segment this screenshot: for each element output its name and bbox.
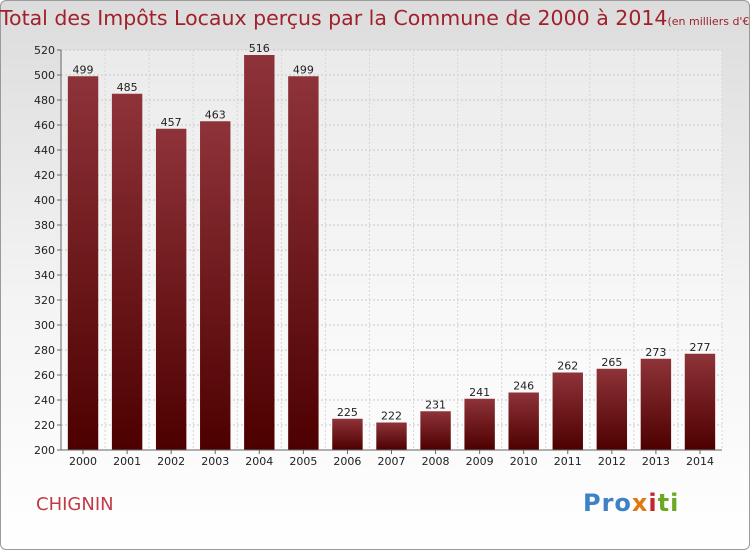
x-tick-label: 2005 xyxy=(289,455,317,468)
y-tick-label: 200 xyxy=(34,444,55,457)
data-label: 246 xyxy=(513,380,534,393)
y-tick-label: 320 xyxy=(34,294,55,307)
data-label: 499 xyxy=(293,63,314,76)
bar xyxy=(684,353,716,450)
bars xyxy=(67,55,716,450)
x-tick-label: 2014 xyxy=(686,455,714,468)
bar xyxy=(244,55,275,450)
chart-title: Total des Impôts Locaux perçus par la Co… xyxy=(0,6,750,30)
data-label: 222 xyxy=(381,410,402,423)
y-tick-label: 380 xyxy=(34,219,55,232)
x-tick-label: 2013 xyxy=(642,455,670,468)
bar xyxy=(640,358,672,450)
data-label: 457 xyxy=(161,116,182,129)
x-tick-label: 2012 xyxy=(598,455,626,468)
y-tick-label: 360 xyxy=(34,244,55,257)
bar xyxy=(155,128,187,450)
chart-title-main: Total des Impôts Locaux perçus par la Co… xyxy=(0,6,668,30)
x-tick-label: 2001 xyxy=(113,455,141,468)
y-tick-label: 400 xyxy=(34,194,55,207)
bar xyxy=(552,372,583,450)
proxiti-logo: Proxiti xyxy=(583,489,680,517)
bar xyxy=(596,368,628,450)
x-tick-label: 2010 xyxy=(510,455,538,468)
data-label: 277 xyxy=(689,341,710,354)
x-tick-label: 2006 xyxy=(333,455,361,468)
x-tick-label: 2007 xyxy=(378,455,406,468)
data-label: 225 xyxy=(337,406,358,419)
bar xyxy=(200,121,231,450)
labels: 200 220 240 260 280 300 320 340 360 380 400 420 440 4… xyxy=(34,42,714,468)
y-tick-label: 500 xyxy=(34,69,55,82)
bar xyxy=(376,422,407,450)
commune-name: CHIGNIN xyxy=(36,494,114,515)
bar xyxy=(332,418,363,450)
x-tick-label: 2002 xyxy=(157,455,185,468)
y-tick-label: 220 xyxy=(34,419,55,432)
bar xyxy=(288,76,319,450)
y-tick-label: 280 xyxy=(34,344,55,357)
x-tick-label: 2009 xyxy=(466,455,494,468)
bar xyxy=(111,93,143,450)
y-tick-label: 300 xyxy=(34,319,55,332)
x-tick-label: 2003 xyxy=(201,455,229,468)
bar xyxy=(464,398,495,450)
x-tick-label: 2000 xyxy=(69,455,97,468)
chart-title-unit: (en milliers d'€) xyxy=(667,15,750,28)
data-label: 516 xyxy=(249,42,270,55)
bar xyxy=(420,411,451,450)
data-label: 499 xyxy=(73,63,94,76)
data-label: 265 xyxy=(601,356,622,369)
y-tick-label: 260 xyxy=(34,369,55,382)
data-label: 485 xyxy=(117,81,138,94)
x-tick-label: 2008 xyxy=(422,455,450,468)
x-tick-label: 2004 xyxy=(245,455,273,468)
x-tick-label: 2011 xyxy=(554,455,582,468)
axes xyxy=(57,49,722,454)
y-tick-label: 520 xyxy=(34,44,55,57)
y-tick-label: 460 xyxy=(34,119,55,132)
y-tick-label: 480 xyxy=(34,94,55,107)
data-label: 463 xyxy=(205,108,226,121)
y-tick-label: 420 xyxy=(34,169,55,182)
bar xyxy=(67,76,99,450)
bar xyxy=(508,392,539,450)
data-label: 231 xyxy=(425,398,446,411)
y-tick-label: 440 xyxy=(34,144,55,157)
y-tick-label: 340 xyxy=(34,269,55,282)
data-label: 241 xyxy=(469,386,490,399)
y-tick-label: 240 xyxy=(34,394,55,407)
data-label: 273 xyxy=(645,346,666,359)
data-label: 262 xyxy=(557,360,578,373)
